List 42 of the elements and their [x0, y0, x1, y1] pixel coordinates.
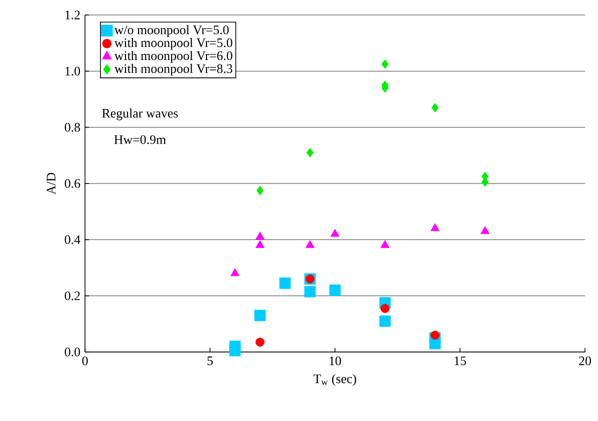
point: [279, 278, 291, 289]
legend-label: with moonpool Vr=6.0: [114, 50, 232, 63]
point: [229, 344, 241, 356]
point: [430, 223, 440, 232]
y-tick-label: 0.6: [64, 179, 80, 188]
y-tick-label: 0.0: [64, 348, 80, 356]
legend-label: w/o moonpool Vr=5.0: [114, 25, 229, 37]
y-tick-label: 1.0: [65, 66, 80, 76]
point: [305, 240, 315, 248]
point: [256, 186, 264, 196]
point: [255, 240, 265, 248]
point: [429, 338, 441, 350]
x-axis-title: T$_{w}$ (sec): [314, 374, 356, 386]
point: [256, 338, 264, 347]
y-axis-title: A/D: [46, 172, 56, 195]
point: [380, 304, 390, 313]
point: [255, 232, 265, 240]
y-tick-label: 0.4: [64, 235, 80, 244]
point: [306, 148, 314, 158]
point: [329, 284, 341, 296]
point: [254, 310, 266, 322]
x-tick-label: 5: [208, 356, 213, 366]
x-tick-label: 0: [82, 356, 88, 366]
y-tick-label: 0.2: [64, 291, 80, 300]
legend-label: with moonpool Vr=8.3: [114, 64, 232, 76]
x-tick-label: 20: [579, 356, 591, 366]
legend-label: with moonpool Vr=5.0: [114, 38, 232, 50]
y-tick-label: 1.2: [65, 10, 80, 20]
annotation: Hw=0.9m: [114, 135, 166, 144]
point: [381, 59, 389, 69]
y-tick-label: 0.8: [64, 122, 80, 132]
point: [430, 330, 440, 340]
x-tick-label: 10: [330, 356, 341, 366]
point: [380, 240, 390, 248]
x-tick-label: 15: [454, 356, 466, 366]
point: [304, 286, 316, 298]
point: [431, 102, 439, 112]
point: [379, 315, 391, 327]
point: [330, 228, 340, 237]
annotation: Regular waves: [102, 108, 178, 120]
point: [230, 268, 240, 276]
point: [480, 226, 490, 234]
